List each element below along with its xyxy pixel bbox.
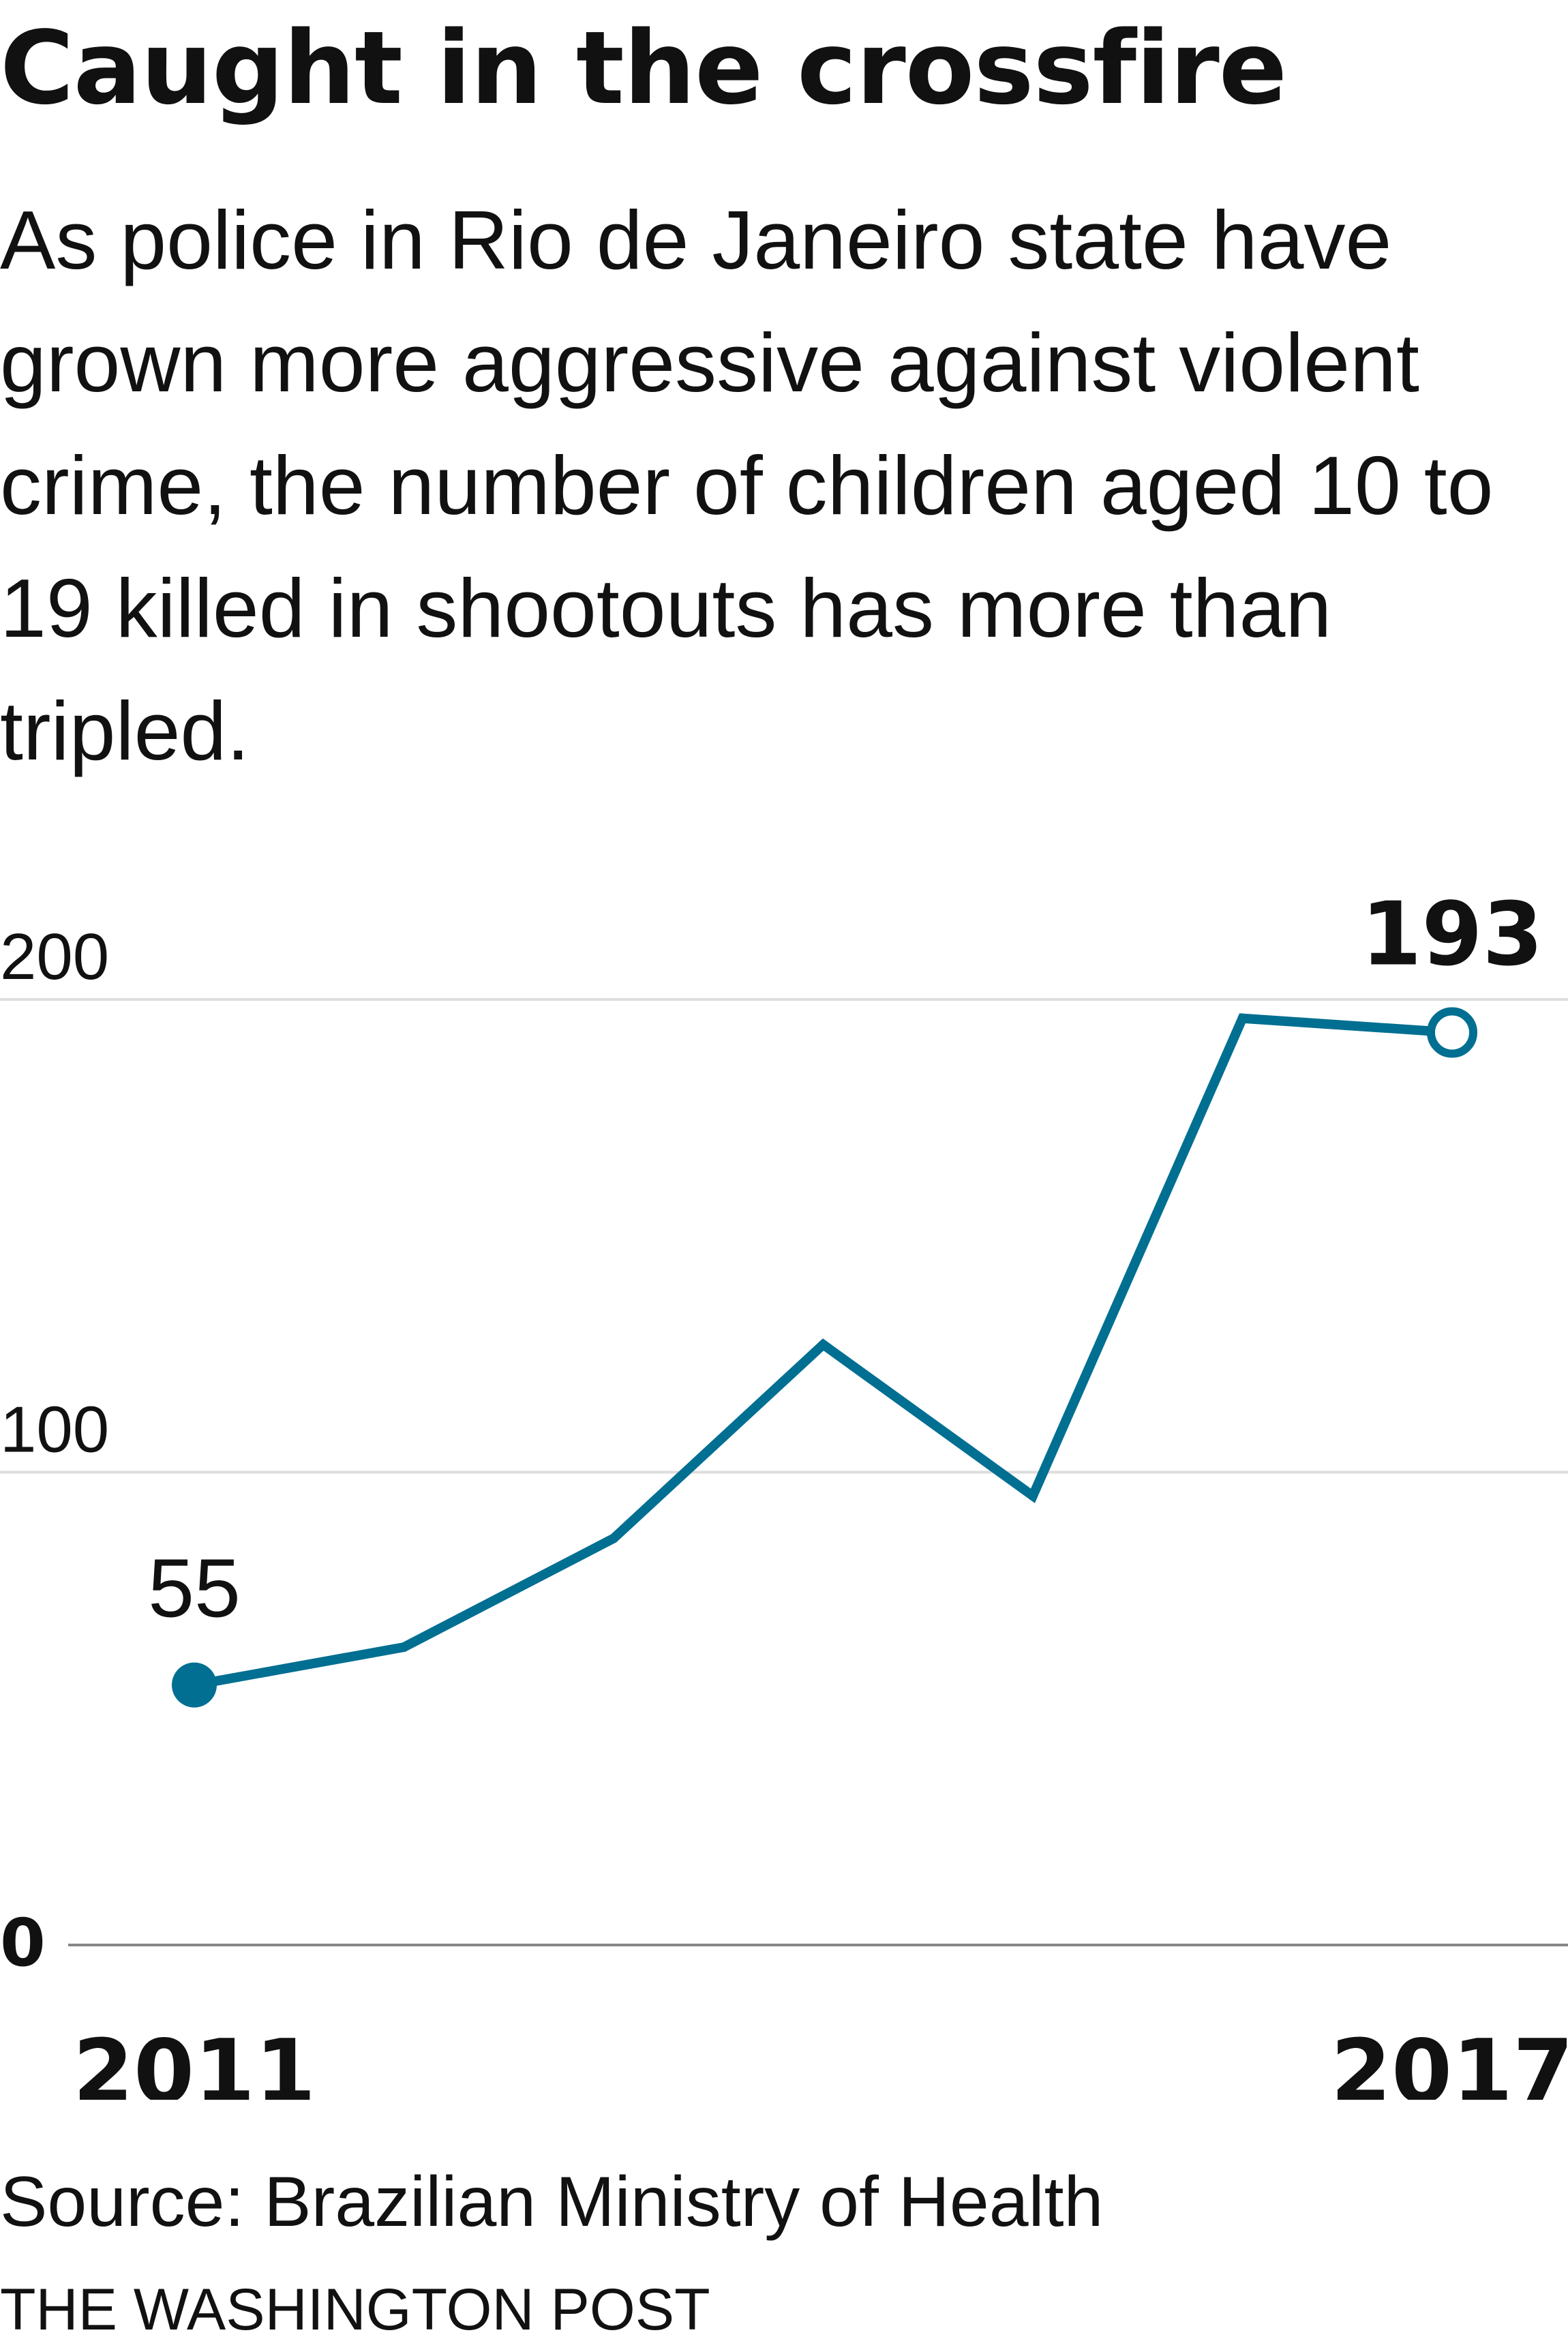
data-point-2016 [1237,1013,1248,1023]
data-point-2015 [1028,1491,1038,1501]
source-note: Source: Brazilian Ministry of Health [0,2162,1104,2242]
y-tick-label-100: 100 [0,1393,109,1466]
chart-subtitle: As police in Rio de Janeiro state have g… [0,194,1494,777]
data-point-2014 [818,1340,828,1350]
y-tick-label-200: 200 [0,920,109,993]
data-label-2017: 193 [1361,884,1543,986]
y-tick-label-0: 0 [0,1905,46,1981]
line-chart: 0 100 200 55 193 2011 2017 [0,884,1568,2100]
series-line [190,1013,1457,1690]
chart-title: Caught in the crossfire [0,10,1287,127]
data-point-2013 [609,1533,618,1543]
data-label-2011: 55 [148,1542,241,1635]
data-point-2017 [1427,1007,1477,1058]
data-point-2012 [399,1642,409,1653]
data-point-2011 [172,1662,217,1708]
x-tick-label-2011: 2011 [73,2021,316,2100]
x-tick-label-2017: 2017 [1331,2021,1568,2100]
publisher-credit: THE WASHINGTON POST [0,2277,710,2342]
